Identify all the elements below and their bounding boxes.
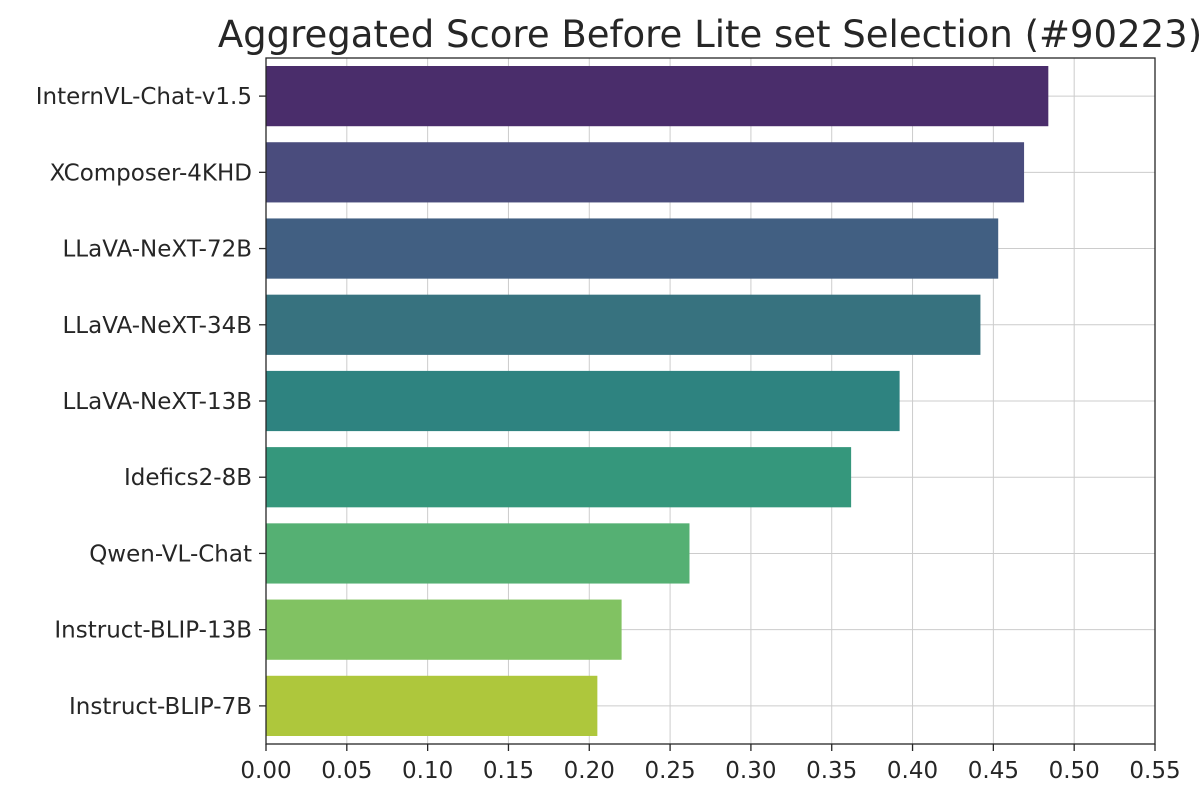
y-tick-label: Instruct-BLIP-13B bbox=[54, 618, 252, 644]
x-tick-label: 0.00 bbox=[240, 758, 291, 784]
y-tick-label: LLaVA-NeXT-13B bbox=[62, 389, 252, 415]
y-tick-label: Qwen-VL-Chat bbox=[89, 541, 252, 567]
bar bbox=[266, 66, 1049, 127]
x-tick-label: 0.25 bbox=[644, 758, 695, 784]
x-tick-label: 0.15 bbox=[483, 758, 534, 784]
x-tick-label: 0.20 bbox=[564, 758, 615, 784]
bar bbox=[266, 370, 900, 432]
x-tick-label: 0.45 bbox=[968, 758, 1019, 784]
y-tick-label: Instruct-BLIP-7B bbox=[69, 694, 252, 720]
bar bbox=[266, 142, 1025, 203]
bar bbox=[266, 599, 622, 660]
y-axis-ticks: InternVL-Chat-v1.5 XComposer-4KHD LLaVA-Ne… bbox=[36, 84, 266, 720]
x-tick-label: 0.40 bbox=[887, 758, 938, 784]
x-axis-ticks: 0.00 0.05 0.10 0.15 0.20 0.25 0.30 0.35 0.40 0.45… bbox=[240, 744, 1181, 784]
y-tick-label: XComposer-4KHD bbox=[50, 160, 252, 186]
y-tick-label: LLaVA-NeXT-34B bbox=[62, 313, 252, 339]
x-tick-label: 0.05 bbox=[321, 758, 372, 784]
bars bbox=[266, 66, 1049, 736]
x-tick-label: 0.55 bbox=[1129, 758, 1180, 784]
bar bbox=[266, 218, 999, 279]
y-tick-label: LLaVA-NeXT-72B bbox=[62, 237, 252, 263]
bar bbox=[266, 447, 852, 508]
bar bbox=[266, 294, 981, 355]
x-tick-label: 0.35 bbox=[806, 758, 857, 784]
y-tick-label: InternVL-Chat-v1.5 bbox=[36, 84, 252, 110]
x-tick-label: 0.30 bbox=[725, 758, 776, 784]
bar bbox=[266, 675, 598, 736]
y-tick-label: Idefics2-8B bbox=[124, 465, 252, 491]
bar bbox=[266, 523, 690, 584]
x-tick-label: 0.50 bbox=[1049, 758, 1100, 784]
x-tick-label: 0.10 bbox=[402, 758, 453, 784]
chart-title: Aggregated Score Before Lite set Selecti… bbox=[218, 13, 1200, 56]
